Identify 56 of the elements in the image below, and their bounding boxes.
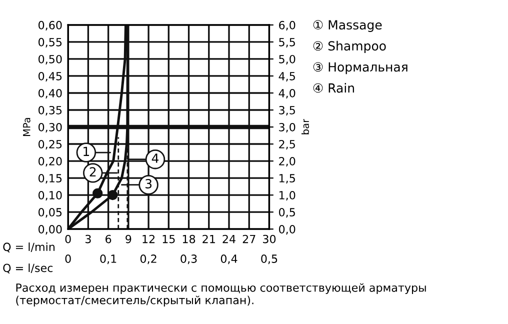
x-tick-label: 15 <box>162 234 175 244</box>
x2-tick-label: 0,4 <box>220 254 238 264</box>
y2-tick-label: 1,5 <box>279 174 295 184</box>
y-tick-label: 0,10 <box>38 191 62 201</box>
annotation: 4 <box>152 154 159 163</box>
y-tick-label: 0,30 <box>38 122 62 133</box>
y-tick-label: 0,40 <box>38 88 62 98</box>
text: ④ Rain <box>313 83 354 93</box>
y2-tick-label: 1,0 <box>279 191 296 201</box>
x2-tick-label: 0,5 <box>261 254 278 264</box>
y2-axis-title: bar <box>301 118 310 134</box>
x-tick-label: 12 <box>142 234 154 244</box>
y2-tick-label: 0,5 <box>279 208 295 218</box>
y-tick-label: 0,50 <box>38 54 62 64</box>
x-tick-label: 3 <box>86 234 91 244</box>
x-tick-label: 21 <box>202 234 215 244</box>
x2-tick-label: 0,3 <box>180 254 197 264</box>
y-tick-label: 0,60 <box>38 20 62 30</box>
text: Расход измерен практически с помощью соответствующей арматуры (термостат/смеситель/скрытый клапан). <box>16 283 426 306</box>
y2-tick-label: 6,0 <box>279 20 296 30</box>
x-tick-label: 30 <box>263 234 276 244</box>
y2-tick-label: 5,5 <box>279 38 295 48</box>
text: ① Massage <box>313 20 382 32</box>
x-tick-label: 9 <box>126 234 132 244</box>
y-tick-label: 0,00 <box>38 225 62 235</box>
y2-tick-label: 4,0 <box>278 88 296 98</box>
text: ② Shampoo <box>313 40 386 54</box>
x-tick-label: 0 <box>65 234 71 244</box>
x2-tick-label: 0,1 <box>100 254 116 264</box>
y2-tick-label: 2,0 <box>279 157 296 167</box>
x-axis-title: Q = l/min <box>3 242 54 252</box>
y-tick-label: 0,05 <box>38 208 62 218</box>
annotation: 2 <box>90 167 96 176</box>
y2-tick-label: 3,5 <box>279 106 295 116</box>
y-tick-label: 0,25 <box>38 140 62 150</box>
y-axis-title: MPa <box>23 118 30 136</box>
y2-tick-label: 4,5 <box>278 72 295 82</box>
x-tick-label: 24 <box>222 234 236 244</box>
x2-tick-label: 0 <box>65 254 71 263</box>
y-tick-label: 0,20 <box>38 157 62 167</box>
y-tick-label: 0,35 <box>38 106 62 116</box>
y-tick-label: 0,15 <box>38 174 62 184</box>
annotation: 1 <box>84 146 89 156</box>
x2-axis-title: Q = l/sec <box>3 264 53 274</box>
y-tick-label: 0,45 <box>38 72 62 82</box>
annotation: 3 <box>146 179 152 188</box>
y2-tick-label: 0,0 <box>279 225 296 235</box>
x2-tick-label: 0,2 <box>140 254 156 264</box>
x-tick-label: 6 <box>106 234 112 244</box>
y-tick-label: 0,55 <box>38 38 62 48</box>
y2-tick-label: 5,0 <box>279 54 296 64</box>
x-tick-label: 27 <box>242 234 256 244</box>
y2-tick-label: 2,5 <box>279 140 295 150</box>
x-tick-label: 18 <box>182 234 196 244</box>
text: ③ Нормальная <box>313 62 408 74</box>
y2-tick-label: 3,0 <box>279 122 296 133</box>
